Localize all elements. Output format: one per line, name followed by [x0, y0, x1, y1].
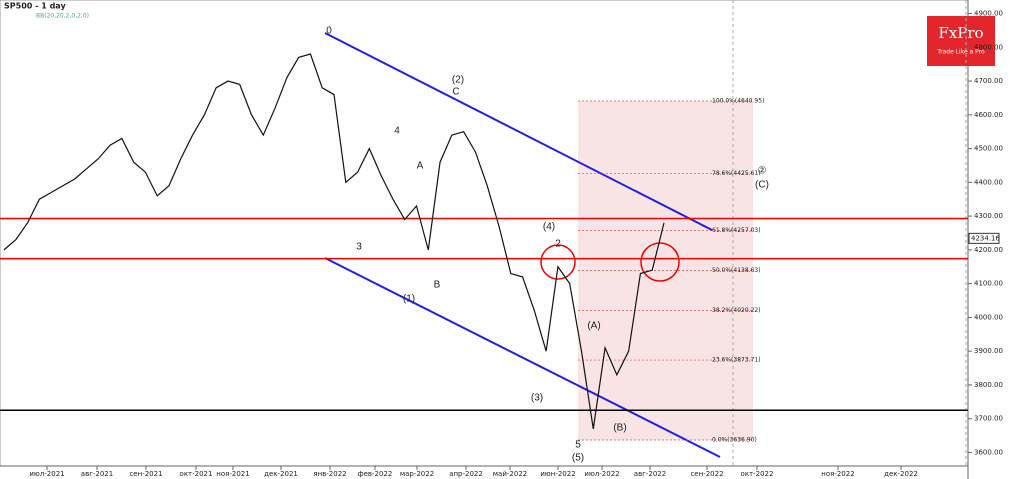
x-tick-label: авг-2022: [634, 470, 666, 478]
x-tick-label: сен-2021: [129, 470, 162, 478]
fib-label: 38.2%(4020.22): [712, 307, 761, 314]
channel-top: [324, 32, 713, 231]
x-tick-label: мар-2022: [400, 470, 434, 478]
x-tick-label: авг-2021: [81, 470, 113, 478]
y-tick-label: 4700.00: [974, 77, 1003, 85]
wave-label: (1): [403, 294, 415, 305]
x-tick-label: май-2022: [493, 470, 527, 478]
price-line: [3, 53, 665, 429]
y-tick-label: 3700.00: [974, 415, 1003, 423]
logo-box: [927, 16, 995, 66]
last-price-box: [968, 232, 1000, 244]
y-tick-label: 4300.00: [974, 212, 1003, 220]
wave-label: C: [452, 87, 459, 98]
chart-title: SP500 - 1 day: [4, 2, 66, 11]
y-tick-label: 4500.00: [974, 145, 1003, 153]
x-tick-label: дек-2022: [884, 470, 918, 478]
wave-label: ②: [758, 166, 767, 177]
x-tick-label: июл-2021: [29, 470, 64, 478]
logo-tagline: Trade Like a Pro: [936, 49, 985, 56]
wave-label: B: [434, 280, 441, 291]
highlight-circle: [540, 244, 576, 280]
wave-label: 2: [555, 239, 561, 250]
y-tick-label: 4800.00: [974, 43, 1003, 51]
plot-frame: [0, 0, 969, 467]
y-tick-label: 4200.00: [974, 246, 1003, 254]
x-tick-label: ноя-2021: [216, 470, 249, 478]
x-tick-label: июн-2022: [540, 470, 575, 478]
x-tick-label: фев-2022: [358, 470, 393, 478]
x-tick-label: июл-2022: [584, 470, 619, 478]
wave-label: (4): [543, 222, 555, 233]
y-tick-label: 3900.00: [974, 347, 1003, 355]
wave-label: (A): [587, 321, 600, 332]
wave-label: (2): [452, 75, 464, 86]
highlight-circle: [640, 242, 680, 282]
x-tick-label: ноя-2022: [821, 470, 854, 478]
x-tick-label: апр-2022: [449, 470, 483, 478]
fib-label: 61.8%(4257.03): [712, 227, 761, 234]
fib-label: 0.0%(3636.90): [712, 437, 757, 444]
channel-bottom: [324, 257, 721, 458]
wave-label: (5): [572, 453, 584, 464]
x-tick-label: окт-2022: [741, 470, 774, 478]
wave-label: 5: [575, 440, 581, 451]
wave-label: (C): [755, 180, 769, 191]
wave-label: 4: [394, 126, 400, 137]
x-tick-label: янв-2022: [313, 470, 346, 478]
x-tick-label: сен-2022: [690, 470, 723, 478]
x-tick-label: окт-2021: [180, 470, 213, 478]
y-tick-label: 4000.00: [974, 313, 1003, 321]
logo-text: FxPro: [938, 24, 983, 42]
fib-label: 23.6%(3873.71): [712, 357, 761, 364]
x-tick-label: дек-2021: [264, 470, 298, 478]
y-tick-label: 3600.00: [974, 448, 1003, 456]
indicator-label: BB(20,20,2,0,2,0): [36, 13, 89, 20]
last-price-label: 4234.16: [971, 234, 1000, 242]
y-tick-label: 4600.00: [974, 111, 1003, 119]
y-tick-label: 4900.00: [974, 10, 1003, 18]
wave-label: (B): [613, 423, 626, 434]
fib-label: 78.6%(4425.61): [712, 170, 761, 177]
y-tick-label: 4100.00: [974, 280, 1003, 288]
fib-label: 100.0%(4640.95): [712, 97, 764, 104]
y-tick-label: 4400.00: [974, 178, 1003, 186]
y-tick-label: 3800.00: [974, 381, 1003, 389]
wave-label: 3: [356, 242, 362, 253]
fib-label: 50.0%(4138.63): [712, 267, 761, 274]
wave-label: A: [417, 161, 424, 172]
wave-label: 0: [326, 26, 332, 37]
wave-label: (3): [531, 393, 543, 404]
